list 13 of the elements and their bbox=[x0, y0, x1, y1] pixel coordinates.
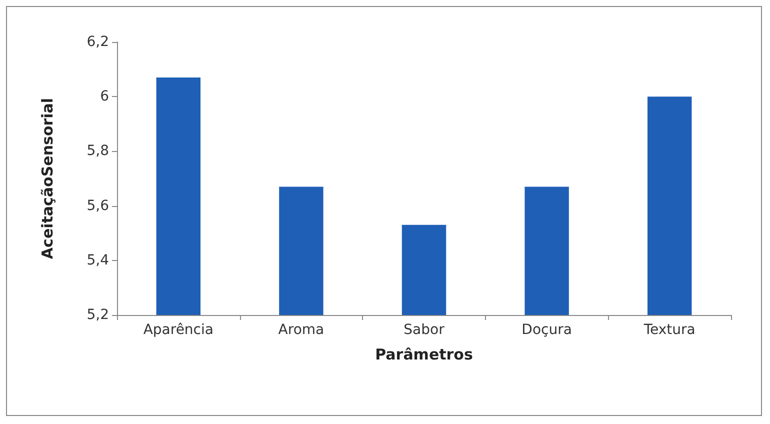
y-tick-label: 5,4 bbox=[86, 252, 110, 268]
x-tick-label: Aroma bbox=[278, 322, 324, 338]
x-tick-label: Aparência bbox=[143, 322, 214, 338]
y-tick-label: 6 bbox=[100, 88, 110, 105]
y-axis-title: AceitaçãoSensorial bbox=[38, 98, 56, 260]
y-tick-label: 5,8 bbox=[86, 143, 109, 160]
y-tick-label: 5,6 bbox=[86, 198, 110, 214]
x-tick-label: Textura bbox=[642, 322, 696, 338]
y-tick-label: 5,2 bbox=[86, 307, 109, 323]
x-tick-label: Doçura bbox=[522, 322, 572, 338]
y-tick-label: 6,2 bbox=[86, 34, 109, 50]
x-tick-label: Sabor bbox=[404, 322, 445, 338]
x-axis-title: Parâmetros bbox=[375, 346, 473, 364]
